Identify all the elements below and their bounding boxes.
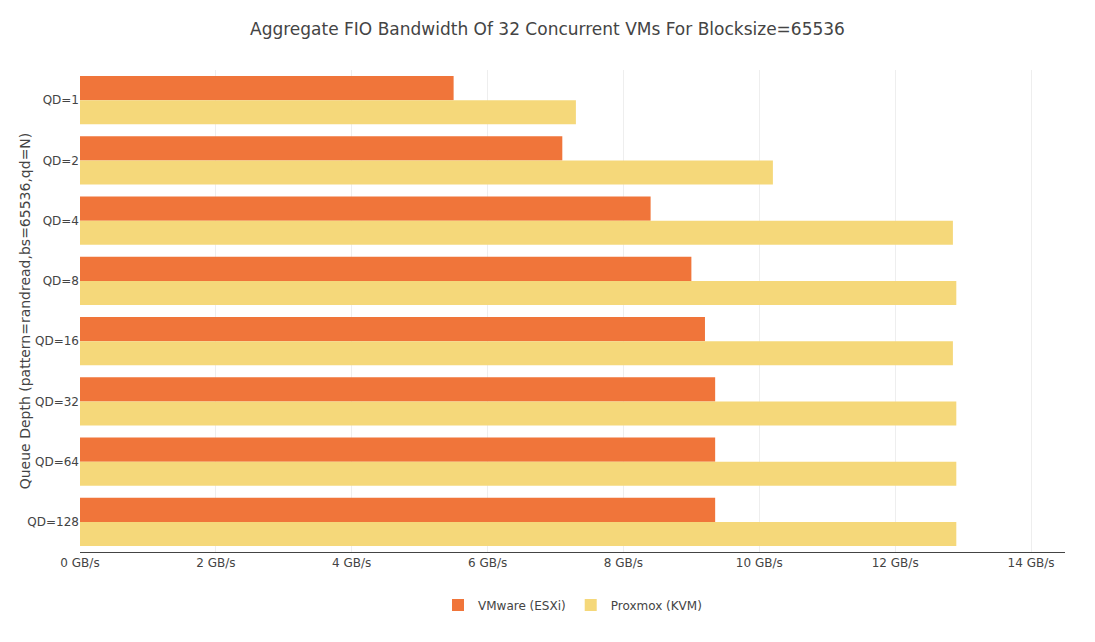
svg-text:10 GB/s: 10 GB/s: [736, 556, 783, 570]
svg-text:14 GB/s: 14 GB/s: [1008, 556, 1055, 570]
svg-text:Queue Depth (pattern=randread,: Queue Depth (pattern=randread,bs=65536,q…: [17, 133, 33, 490]
svg-text:QD=1: QD=1: [43, 93, 79, 107]
svg-text:QD=64: QD=64: [35, 455, 79, 469]
svg-text:2 GB/s: 2 GB/s: [196, 556, 235, 570]
svg-text:Aggregate FIO Bandwidth Of 32: Aggregate FIO Bandwidth Of 32 Concurrent…: [250, 19, 845, 39]
svg-text:QD=2: QD=2: [43, 154, 79, 168]
svg-text:QD=16: QD=16: [35, 334, 79, 348]
svg-text:QD=8: QD=8: [43, 274, 79, 288]
svg-text:8 GB/s: 8 GB/s: [604, 556, 643, 570]
svg-text:Proxmox (KVM): Proxmox (KVM): [611, 599, 702, 613]
svg-text:4 GB/s: 4 GB/s: [332, 556, 371, 570]
svg-text:QD=32: QD=32: [35, 395, 79, 409]
svg-text:6 GB/s: 6 GB/s: [468, 556, 507, 570]
svg-text:0 GB/s: 0 GB/s: [60, 556, 99, 570]
svg-text:12 GB/s: 12 GB/s: [872, 556, 919, 570]
svg-text:QD=128: QD=128: [27, 515, 79, 529]
svg-text:VMware (ESXi): VMware (ESXi): [478, 599, 566, 613]
svg-text:QD=4: QD=4: [43, 214, 79, 228]
